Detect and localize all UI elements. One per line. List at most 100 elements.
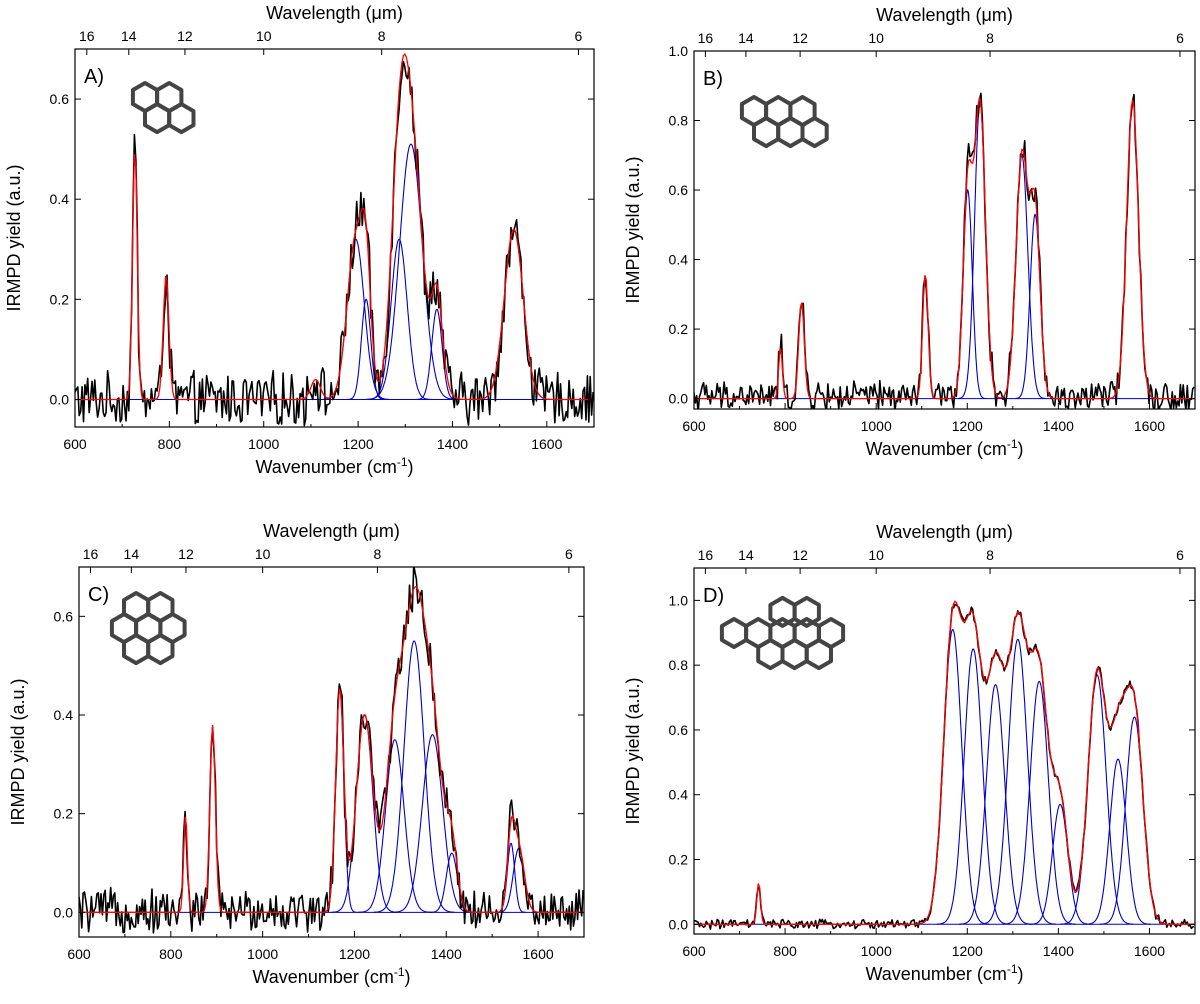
x-tick-label: 800 (773, 943, 797, 959)
component-peak-2 (958, 101, 1003, 400)
top-tick-label: 6 (1176, 30, 1184, 46)
panel-label: A) (84, 66, 104, 88)
experimental-spectrum (694, 92, 1195, 409)
component-peak-4 (365, 143, 457, 400)
plot-area (694, 92, 1195, 409)
component-peak-8 (1085, 758, 1151, 925)
top-axis-title: Wavelength (μm) (876, 522, 1013, 542)
y-tick-label: 0.4 (50, 191, 70, 207)
experimental-spectrum (75, 60, 594, 427)
y-tick-label: 0.6 (50, 91, 70, 107)
x-tick-label: 1000 (861, 943, 892, 959)
plot-area (79, 567, 584, 934)
panel-a: 600 800 1000 1200 1400 1600 0.0 0.2 0.4 0.6 16 14 12… (4, 3, 595, 477)
y-tick-label: 0.2 (54, 806, 74, 822)
panel-b: 600 800 1000 1200 1400 1600 0.0 0.2 0.4 0.6 0.8 1.0… (623, 5, 1196, 459)
y-tick-label: 0.0 (669, 391, 689, 407)
top-tick-label: 6 (1176, 547, 1184, 563)
component-peak-7 (1060, 674, 1134, 925)
component-peak-5 (1002, 680, 1076, 925)
top-tick-label: 14 (124, 546, 140, 562)
top-tick-label: 8 (378, 28, 386, 44)
component-peak-5 (392, 734, 473, 913)
y-tick-label: 0.4 (669, 787, 689, 803)
component-peak-1 (323, 688, 357, 913)
x-axis-title: Wavenumber (cm-1) (255, 455, 413, 477)
top-tick-label: 10 (256, 28, 272, 44)
x-tick-label: 1600 (523, 946, 554, 962)
y-tick-label: 0.8 (669, 657, 689, 673)
fit-spectrum (75, 52, 594, 401)
top-tick-label: 12 (177, 28, 193, 44)
fit-spectrum (694, 600, 1195, 925)
x-tick-label: 1000 (247, 946, 278, 962)
x-tick-label: 1200 (952, 943, 983, 959)
panel-label: D) (703, 585, 724, 607)
top-tick-label: 14 (738, 30, 754, 46)
component-peak-1 (949, 188, 986, 400)
x-tick-label: 1200 (952, 418, 983, 434)
top-tick-label: 8 (374, 546, 382, 562)
component-peak-4 (1015, 213, 1056, 400)
x-tick-label: 600 (682, 418, 706, 434)
top-axis-title: Wavelength (μm) (263, 521, 400, 541)
y-tick-label: 0.0 (54, 904, 74, 920)
top-tick-label: 14 (121, 28, 137, 44)
component-peak-3 (998, 154, 1046, 400)
component-peak-2 (936, 648, 1010, 925)
top-tick-label: 12 (792, 30, 808, 46)
component-peak-1 (321, 238, 390, 400)
x-tick-label: 1600 (1134, 418, 1165, 434)
top-tick-label: 6 (565, 546, 573, 562)
component-peak-3 (367, 238, 432, 400)
x-tick-label: 1200 (343, 436, 374, 452)
top-tick-label: 8 (986, 547, 994, 563)
plot-frame (693, 50, 1196, 410)
plot-frame (74, 48, 595, 428)
x-tick-label: 1400 (1043, 418, 1074, 434)
component-peak-1 (916, 628, 990, 925)
top-tick-label: 12 (178, 546, 194, 562)
y-tick-label: 0.6 (669, 182, 689, 198)
top-tick-label: 16 (83, 546, 99, 562)
x-tick-label: 800 (159, 946, 183, 962)
plot-area (694, 600, 1195, 930)
y-tick-label: 0.6 (669, 722, 689, 738)
panel-label: B) (703, 68, 723, 90)
component-peak-5 (416, 308, 458, 400)
plot-frame (78, 566, 585, 938)
top-tick-label: 16 (698, 547, 714, 563)
component-peak-2 (347, 298, 385, 400)
x-axis-title: Wavenumber (cm-1) (865, 962, 1023, 984)
x-tick-label: 1000 (861, 418, 892, 434)
top-tick-label: 10 (255, 546, 271, 562)
x-tick-label: 1400 (431, 946, 462, 962)
y-tick-label: 0.4 (669, 252, 689, 268)
y-tick-label: 0.2 (669, 321, 689, 337)
perylene-like-molecule-icon (739, 95, 829, 149)
component-peak-4 (979, 638, 1057, 925)
y-tick-label: 1.0 (669, 592, 689, 608)
component-peak-3 (358, 739, 432, 913)
plot-area (75, 52, 594, 427)
top-tick-label: 16 (698, 30, 714, 46)
top-tick-label: 10 (868, 547, 884, 563)
y-tick-label: 0.6 (54, 608, 74, 624)
y-axis-title: IRMPD yield (a.u.) (4, 164, 24, 311)
x-tick-label: 800 (158, 436, 182, 452)
x-tick-label: 1400 (437, 436, 468, 452)
y-tick-label: 0.4 (54, 707, 74, 723)
component-peak-2 (331, 714, 398, 913)
x-axis-title: Wavenumber (cm-1) (865, 437, 1023, 459)
dibenzocoronene-like-molecule-icon (719, 595, 846, 671)
y-axis-title: IRMPD yield (a.u.) (8, 678, 28, 825)
y-axis-title: IRMPD yield (a.u.) (623, 677, 643, 824)
x-tick-label: 1000 (248, 436, 279, 452)
x-tick-label: 600 (63, 436, 87, 452)
y-tick-label: 0.8 (669, 113, 689, 129)
top-tick-label: 6 (575, 28, 583, 44)
top-tick-label: 8 (986, 30, 994, 46)
x-tick-label: 1400 (1043, 943, 1074, 959)
component-peak-6 (1029, 803, 1092, 925)
